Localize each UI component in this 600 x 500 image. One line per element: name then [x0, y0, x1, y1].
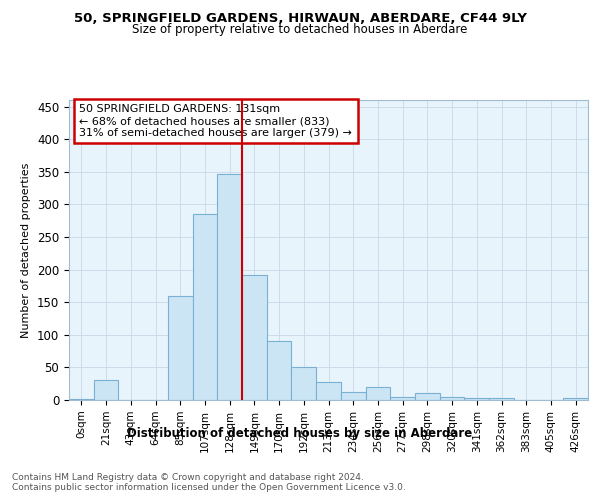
Bar [316, 382, 341, 400]
Bar [267, 342, 292, 400]
Bar [415, 394, 440, 400]
Text: Size of property relative to detached houses in Aberdare: Size of property relative to detached ho… [133, 22, 467, 36]
Bar [168, 296, 193, 400]
Bar [341, 392, 365, 400]
Bar [440, 396, 464, 400]
Bar [489, 398, 514, 400]
Bar [390, 396, 415, 400]
Bar [69, 398, 94, 400]
Text: 50, SPRINGFIELD GARDENS, HIRWAUN, ABERDARE, CF44 9LY: 50, SPRINGFIELD GARDENS, HIRWAUN, ABERDA… [74, 12, 527, 26]
Bar [563, 398, 588, 400]
Bar [292, 368, 316, 400]
Y-axis label: Number of detached properties: Number of detached properties [22, 162, 31, 338]
Text: 50 SPRINGFIELD GARDENS: 131sqm
← 68% of detached houses are smaller (833)
31% of: 50 SPRINGFIELD GARDENS: 131sqm ← 68% of … [79, 104, 352, 138]
Bar [242, 275, 267, 400]
Bar [193, 214, 217, 400]
Text: Distribution of detached houses by size in Aberdare: Distribution of detached houses by size … [127, 428, 473, 440]
Bar [464, 398, 489, 400]
Text: Contains HM Land Registry data © Crown copyright and database right 2024.
Contai: Contains HM Land Registry data © Crown c… [12, 472, 406, 492]
Bar [94, 380, 118, 400]
Bar [217, 174, 242, 400]
Bar [365, 387, 390, 400]
